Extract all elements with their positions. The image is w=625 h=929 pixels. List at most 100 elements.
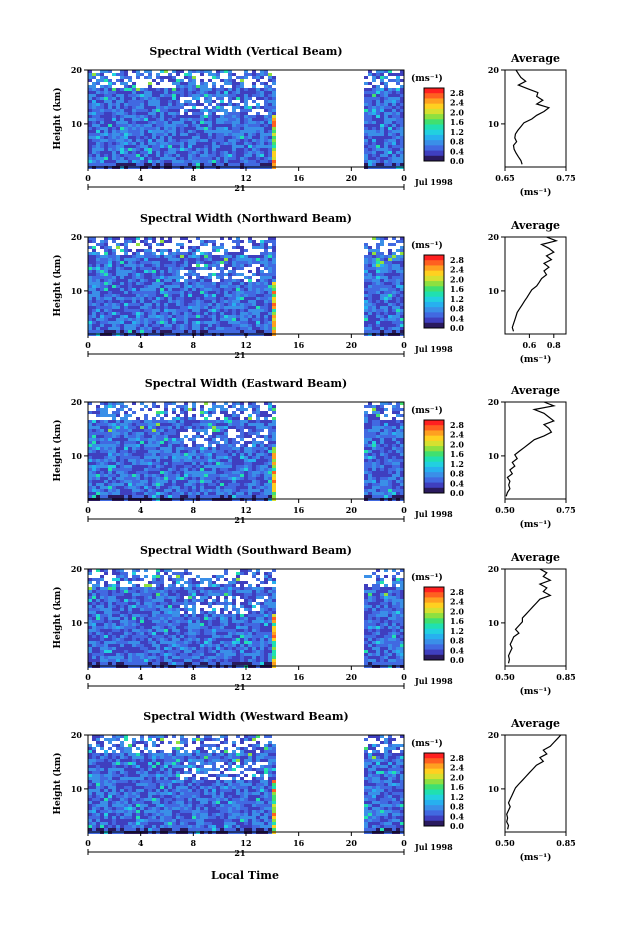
heatmap-cell: [96, 432, 100, 435]
heatmap-cell: [384, 258, 388, 261]
heatmap-cell: [152, 402, 156, 405]
heatmap-cell: [240, 318, 244, 321]
heatmap-cell: [204, 486, 208, 489]
heatmap-cell: [128, 312, 132, 315]
heatmap-cell: [124, 483, 128, 486]
heatmap-cell: [392, 133, 396, 136]
heatmap-cell: [92, 459, 96, 462]
heatmap-cell: [104, 450, 108, 453]
heatmap-cell: [152, 495, 156, 498]
heatmap-cell: [368, 420, 372, 423]
heatmap-cell: [256, 480, 260, 483]
heatmap-cell: [376, 258, 380, 261]
heatmap-cell: [248, 154, 252, 157]
heatmap-cell: [240, 88, 244, 91]
heatmap-cell: [208, 148, 212, 151]
heatmap-cell: [100, 411, 104, 414]
heatmap-cell: [112, 417, 116, 420]
heatmap-cell: [384, 97, 388, 100]
heatmap-cell: [144, 121, 148, 124]
heatmap-cell: [176, 124, 180, 127]
heatmap-cell: [212, 327, 216, 330]
heatmap-cell: [136, 423, 140, 426]
heatmap-cell: [180, 163, 184, 166]
heatmap-cell: [88, 402, 92, 405]
heatmap-cell: [368, 297, 372, 300]
heatmap-cell: [88, 447, 92, 450]
heatmap-cell: [368, 471, 372, 474]
heatmap-cell: [212, 261, 216, 264]
heatmap-cell: [248, 73, 252, 76]
heatmap-cell: [104, 435, 108, 438]
heatmap-cell: [220, 88, 224, 91]
heatmap-cell: [96, 465, 100, 468]
heatmap-cell: [116, 465, 120, 468]
heatmap-cell: [252, 327, 256, 330]
heatmap-cell: [116, 282, 120, 285]
heatmap-cell: [364, 312, 368, 315]
heatmap-cell: [396, 261, 400, 264]
heatmap-cell: [184, 408, 188, 411]
heatmap-cell: [112, 330, 116, 333]
heatmap-cell: [232, 121, 236, 124]
heatmap-cell: [232, 94, 236, 97]
heatmap-cell: [264, 85, 268, 88]
heatmap-cell: [200, 447, 204, 450]
heatmap-cell: [228, 417, 232, 420]
heatmap-cell: [384, 270, 388, 273]
heatmap-cell: [248, 477, 252, 480]
heatmap-cell: [384, 121, 388, 124]
heatmap-cell: [176, 321, 180, 324]
heatmap-cell: [108, 423, 112, 426]
heatmap-cell: [148, 462, 152, 465]
heatmap-cell: [116, 294, 120, 297]
heatmap-cell: [100, 495, 104, 498]
heatmap-cell: [224, 450, 228, 453]
heatmap-cell: [212, 468, 216, 471]
heatmap-cell: [180, 127, 184, 130]
heatmap-cell: [152, 426, 156, 429]
heatmap-cell: [188, 438, 192, 441]
heatmap-cell: [372, 163, 376, 166]
profile-y-tick-label: 20: [488, 65, 500, 75]
heatmap-cell: [368, 492, 372, 495]
heatmap-cell: [372, 444, 376, 447]
heatmap-cell: [160, 267, 164, 270]
heatmap-cell: [124, 315, 128, 318]
heatmap-cell: [132, 486, 136, 489]
heatmap-cell: [148, 468, 152, 471]
heatmap-cell: [144, 429, 148, 432]
heatmap-cell: [364, 133, 368, 136]
heatmap-cell: [192, 145, 196, 148]
heatmap-cell: [112, 264, 116, 267]
heatmap-cell: [208, 453, 212, 456]
heatmap-cell: [244, 73, 248, 76]
heatmap-cell: [96, 273, 100, 276]
heatmap-cell: [232, 492, 236, 495]
heatmap-cell: [108, 474, 112, 477]
heatmap-cell: [220, 130, 224, 133]
heatmap-cell: [176, 103, 180, 106]
heatmap-cell: [376, 408, 380, 411]
heatmap-cell: [216, 471, 220, 474]
heatmap-cell: [100, 133, 104, 136]
heatmap-cell: [156, 118, 160, 121]
heatmap-cell: [108, 453, 112, 456]
heatmap-cell: [180, 474, 184, 477]
heatmap-cell: [108, 91, 112, 94]
heatmap-cell: [148, 249, 152, 252]
heatmap-cell: [256, 112, 260, 115]
profile-x-tick-label: 0.6: [522, 340, 536, 350]
heatmap-cell: [120, 91, 124, 94]
heatmap-cell: [204, 300, 208, 303]
heatmap-cell: [156, 270, 160, 273]
heatmap-cell: [100, 115, 104, 118]
heatmap-cell: [372, 109, 376, 112]
heatmap-cell: [108, 468, 112, 471]
heatmap-cell: [232, 109, 236, 112]
heatmap-cell: [192, 288, 196, 291]
heatmap-cell: [148, 255, 152, 258]
heatmap-cell: [144, 459, 148, 462]
heatmap-cell: [380, 145, 384, 148]
heatmap-cell: [216, 303, 220, 306]
